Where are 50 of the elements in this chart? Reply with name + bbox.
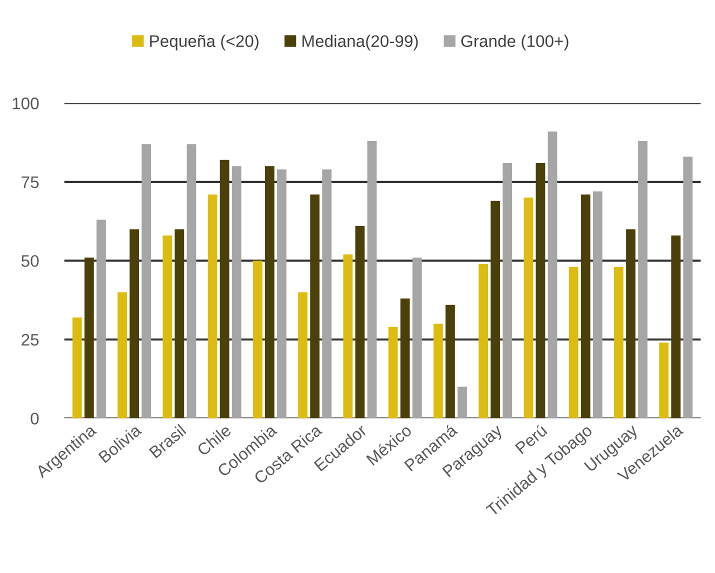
bar bbox=[683, 156, 693, 418]
bar bbox=[568, 267, 578, 418]
legend-label: Grande (100+) bbox=[461, 34, 568, 50]
y-tick-label: 0 bbox=[30, 412, 39, 424]
bar bbox=[478, 264, 488, 418]
bar bbox=[72, 317, 82, 418]
bar bbox=[412, 258, 422, 418]
bar bbox=[343, 254, 353, 418]
bar bbox=[208, 194, 218, 418]
y-tick-label: 25 bbox=[22, 334, 39, 346]
bar bbox=[446, 304, 455, 418]
legend-label: Pequeña (<20) bbox=[150, 34, 258, 50]
bar bbox=[626, 229, 636, 418]
bar bbox=[458, 386, 467, 418]
bar bbox=[118, 292, 127, 418]
bar bbox=[162, 236, 172, 418]
bar bbox=[96, 220, 106, 418]
bar bbox=[310, 194, 320, 418]
bar bbox=[220, 160, 230, 418]
bar bbox=[322, 169, 332, 418]
bar bbox=[174, 229, 184, 418]
bar bbox=[490, 200, 500, 418]
bar bbox=[614, 267, 624, 418]
bar bbox=[388, 326, 398, 418]
bar bbox=[580, 194, 590, 418]
bar bbox=[400, 298, 410, 418]
bar bbox=[536, 163, 546, 418]
legend-label: Mediana(20-99) bbox=[302, 34, 418, 50]
bar bbox=[502, 163, 512, 418]
bar bbox=[367, 140, 377, 418]
bar bbox=[252, 260, 262, 418]
bar bbox=[130, 229, 139, 418]
bar bbox=[524, 198, 534, 418]
bar bbox=[355, 226, 365, 418]
bar bbox=[298, 292, 308, 418]
bar bbox=[548, 132, 558, 418]
y-tick-label: 50 bbox=[21, 255, 39, 267]
bar bbox=[671, 236, 681, 418]
bar bbox=[659, 342, 669, 418]
bar bbox=[186, 144, 196, 418]
bar bbox=[84, 258, 94, 418]
bar bbox=[232, 166, 242, 418]
bar bbox=[142, 144, 152, 418]
bar bbox=[638, 140, 648, 418]
bar bbox=[433, 324, 443, 418]
y-tick-label: 75 bbox=[22, 176, 39, 188]
bar bbox=[265, 166, 274, 418]
bar bbox=[592, 191, 602, 418]
bar bbox=[277, 169, 286, 418]
y-tick-label: 100 bbox=[12, 98, 39, 110]
